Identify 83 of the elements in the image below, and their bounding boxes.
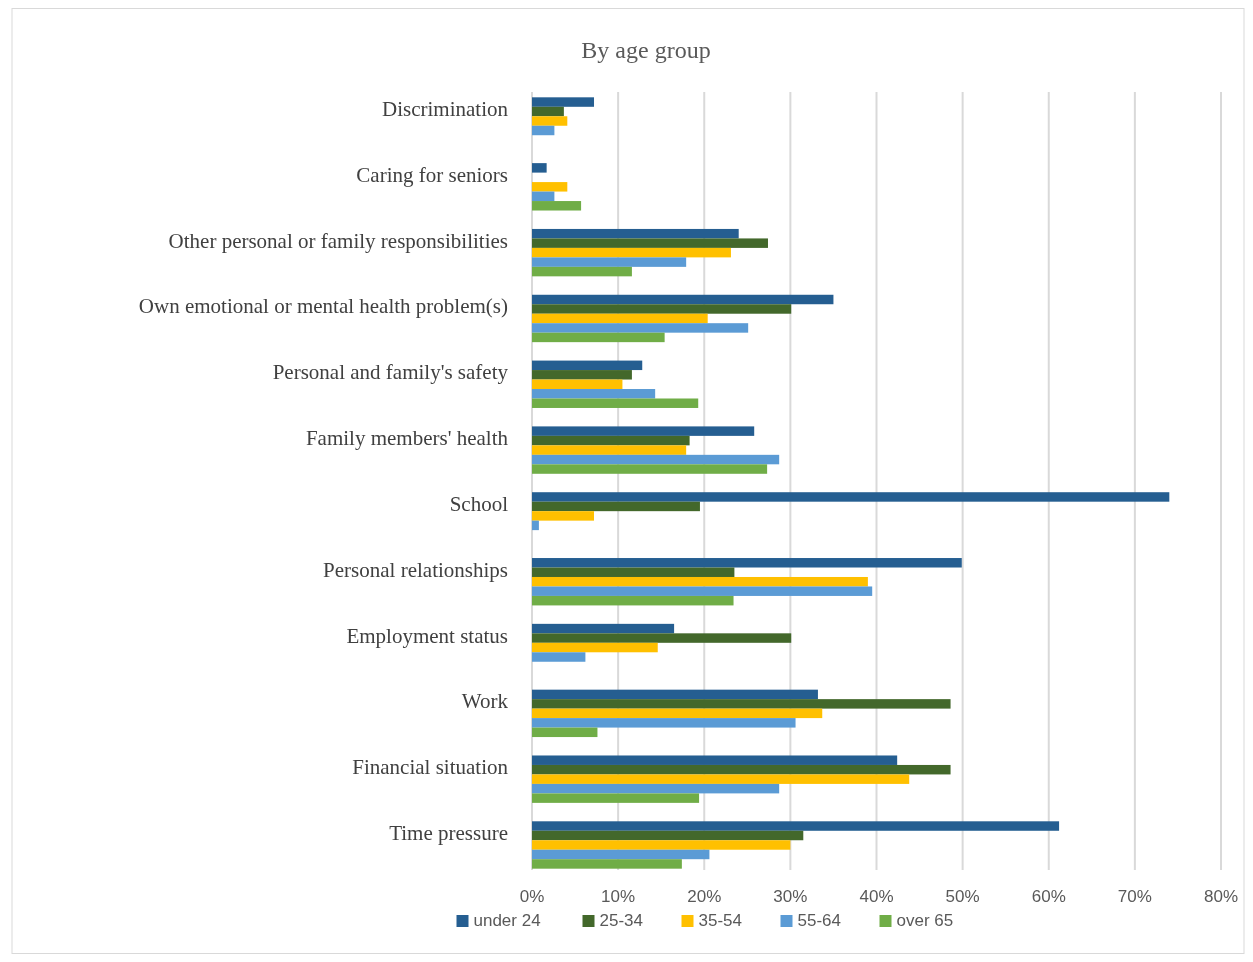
bar — [532, 247, 731, 258]
bar — [532, 125, 555, 136]
bar — [532, 304, 792, 314]
legend-label: under 24 — [473, 911, 541, 930]
y-tick-label: Work — [461, 689, 509, 714]
bar — [532, 859, 682, 869]
x-tick-label: 20% — [687, 887, 722, 906]
bar — [532, 257, 687, 267]
bar — [532, 323, 749, 333]
bar — [532, 623, 675, 634]
legend-label: 35-54 — [698, 911, 742, 930]
bar — [532, 689, 818, 700]
bar — [532, 492, 1170, 502]
bar — [532, 398, 699, 408]
bar — [532, 228, 739, 239]
bar — [532, 727, 598, 738]
bar — [532, 389, 656, 399]
bar — [532, 379, 623, 390]
bar — [532, 97, 595, 107]
y-tick-label: Time pressure — [389, 820, 508, 845]
y-tick-label: Employment status — [346, 623, 508, 648]
bar — [532, 652, 586, 662]
legend-label: over 65 — [896, 911, 954, 930]
bar — [532, 313, 708, 324]
bar — [532, 849, 710, 860]
bar — [532, 830, 804, 841]
bar — [532, 435, 690, 446]
y-tick-label: Other personal or family responsibilities — [168, 228, 508, 253]
bar — [532, 106, 564, 117]
bar — [532, 501, 700, 512]
x-tick-label: 50% — [945, 887, 980, 906]
legend-label: 55-64 — [797, 911, 841, 930]
x-tick-label: 40% — [859, 887, 894, 906]
bar — [532, 595, 734, 606]
bar — [532, 332, 665, 343]
bar — [532, 163, 547, 173]
y-tick-label: Discrimination — [382, 97, 509, 122]
x-tick-label: 0% — [519, 887, 545, 906]
legend-label: 25-34 — [599, 911, 643, 930]
bar — [532, 567, 735, 577]
y-tick-label: Caring for seniors — [356, 162, 508, 187]
bar — [532, 370, 632, 380]
bar — [532, 360, 643, 371]
bar — [532, 764, 951, 775]
x-tick-label: 70% — [1117, 887, 1152, 906]
bar — [532, 783, 780, 794]
y-tick-label: Personal and family's safety — [272, 360, 509, 385]
bar — [532, 755, 898, 765]
bar — [532, 774, 910, 784]
x-tick-label: 80% — [1203, 887, 1239, 906]
bar — [532, 708, 823, 719]
bar — [532, 840, 791, 850]
x-tick-label: 10% — [601, 887, 636, 906]
y-tick-label: Personal relationships — [323, 557, 508, 582]
x-tick-label: 60% — [1031, 887, 1066, 906]
bar — [532, 821, 1060, 831]
bar — [532, 266, 632, 277]
chart-title: By age group — [581, 37, 711, 63]
bar — [532, 699, 951, 709]
bar — [532, 201, 582, 211]
bar — [532, 576, 868, 587]
bar — [532, 464, 768, 474]
bar — [532, 191, 555, 202]
bar — [532, 586, 873, 596]
bar — [532, 294, 834, 305]
bar — [532, 116, 568, 126]
y-tick-label: School — [449, 491, 509, 516]
y-tick-label: Financial situation — [352, 755, 509, 780]
bar — [532, 558, 962, 568]
bar — [532, 793, 700, 803]
bar — [532, 445, 687, 455]
bar — [532, 511, 595, 521]
bar — [532, 718, 796, 728]
bar — [532, 642, 658, 653]
bar — [532, 426, 755, 436]
x-tick-label: 30% — [773, 887, 808, 906]
bar — [532, 520, 539, 531]
bar — [532, 454, 780, 465]
bar — [532, 182, 568, 192]
bar — [532, 633, 792, 643]
y-tick-label: Family members' health — [305, 426, 509, 451]
y-tick-label: Own emotional or mental health problem(s) — [138, 294, 508, 319]
bar — [532, 238, 768, 248]
